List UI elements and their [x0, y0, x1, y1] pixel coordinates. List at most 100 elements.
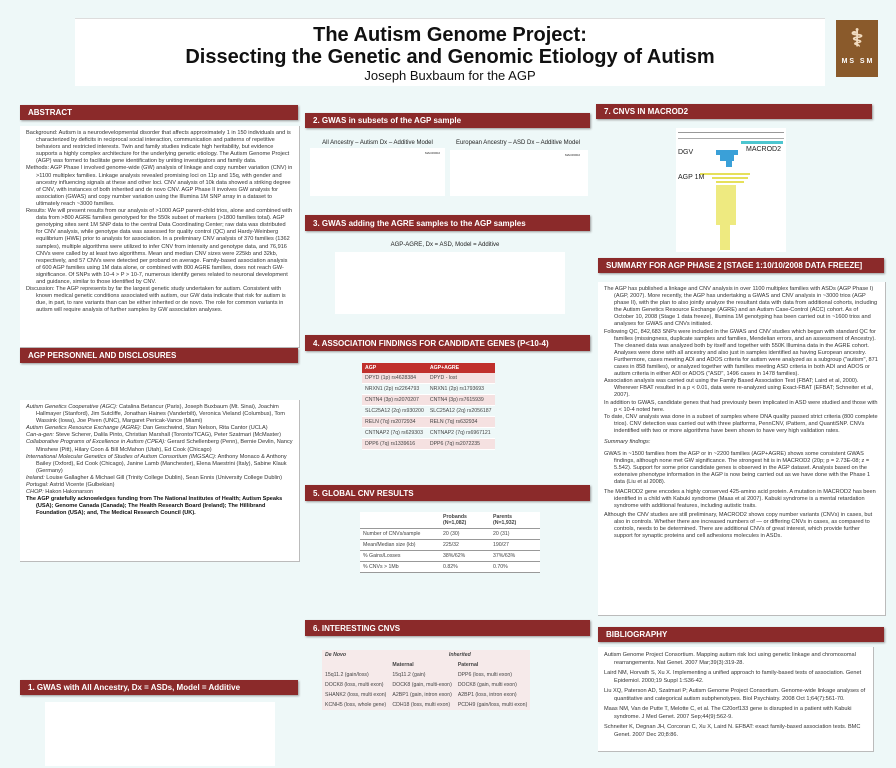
table-cell: DOCK8 (gain, multi-exon) [392, 682, 452, 688]
summary-finding: GWAS in ~1500 families from the AGP or i… [604, 451, 871, 486]
table-cell: SLC25A12 (2q) rs930200 [362, 405, 427, 417]
bibliography-box: Autism Genome Project Consortium. Mappin… [598, 647, 874, 752]
investigator-names: Catalina Betancur (Paris), Joseph Buxbau… [36, 404, 285, 425]
summary-findings-label: Summary findings: [604, 438, 651, 445]
section2-heading: 2. GWAS in subsets of the AGP sample [305, 113, 590, 128]
table-cell: 37%/63% [490, 550, 540, 562]
table-row: NRXN1 (2p) rs2264793 NRXN1 (2p) rs1793693 [362, 383, 495, 395]
personnel-box: Autism Genetics Cooperative (AGC): Catal… [20, 400, 300, 562]
summary-box: The AGP has published a linkage and CNV … [598, 282, 886, 616]
investigator-names: Gerard Schellenberg (Penn), Bernie Devli… [36, 439, 293, 453]
table-row: Mean/Median size (kb) 225/32 190/27 [360, 539, 540, 551]
summary-paragraph: Following QC, 842,683 SNPs were included… [604, 328, 878, 378]
table-cell: CNTN4 (3p) rs7615939 [426, 394, 495, 406]
section7-heading: 7. CNVS IN MACROD2 [596, 104, 872, 119]
table-row: RELN (7q) rs2072934 RELN (7q) rs632934 [362, 416, 495, 428]
summary-heading: SUMMARY FOR AGP PHASE 2 [STAGE 1:10/10/2… [598, 258, 884, 273]
col-probands-n: (N=1,082) [443, 520, 467, 526]
consortium-name: International Molecular Genetics of Stud… [26, 453, 217, 460]
poster-author: Joseph Buxbaum for the AGP [364, 68, 536, 83]
investigator-names: Astrid Vicente (Gulbekian) [49, 482, 115, 489]
consortium-name: Autism Genetics Cooperative (AGC): [26, 404, 118, 410]
funding-acknowledgement: The AGP gratefully acknowledges funding … [26, 496, 283, 517]
personnel-heading: AGP PERSONNEL AND DISCLOSURES [20, 348, 298, 363]
section3-manhattan-plot [335, 252, 565, 314]
candidate-genes-table: AGP AGP+AGRE DPYD (1p) rs4628384 DPYD - los… [362, 363, 495, 450]
personnel-entry: Autism Genetics Cooperative (AGC): Catal… [26, 404, 293, 425]
table-row: SHANK2 (loss, multi exon) A2BP1 (gain, in… [322, 690, 530, 700]
summary-paragraph: The AGP has published a linkage and CNV … [604, 286, 878, 328]
table-cell: 190/27 [490, 539, 540, 551]
personnel-entry: International Molecular Genetics of Stud… [26, 454, 293, 475]
table-cell: CDH18 (loss, multi exon) [392, 702, 451, 708]
table-cell: A2BP1 (loss, intron exon) [457, 692, 517, 698]
table-cell: PCDH9 (gain/loss, multi exon) [457, 702, 528, 708]
table-cell: NRXN1 (2p) rs2264793 [362, 383, 427, 395]
table-row: DPYD (1p) rs4628384 DPYD - lost [362, 373, 495, 384]
consortium-name: CHOP: [26, 489, 44, 496]
table-cell: 0.70% [490, 561, 540, 573]
table-row: Number of CNVs/sample 20 (30) 20 (31) [360, 528, 540, 540]
bibliography-entry: Liu XQ, Paterson AD, Szatmari P; Autism … [604, 688, 866, 702]
dgv-label: DGV [678, 149, 694, 156]
section4-heading: 4. ASSOCIATION FINDINGS FOR CANDIDATE GE… [305, 335, 590, 351]
table-cell: DOCK8 (gain, multi exon) [457, 682, 517, 688]
table-cell: CNTNAP2 (7q) rs629303 [362, 427, 427, 439]
table-cell: RELN (7q) rs632934 [426, 416, 495, 428]
plot2-title: European Ancestry – ASD Dx – Additive Mo… [455, 140, 581, 146]
agp1m-label: AGP 1M [678, 174, 705, 181]
table-row: SLC25A12 (2q) rs930200 SLC25A12 (2q) rs20… [362, 405, 495, 417]
col-parents: Parents [493, 514, 513, 520]
table-cell: SHANK2 (loss, multi exon) [325, 692, 387, 698]
investigator-names: Steve Scherer, Dalila Pinto, Christian M… [55, 432, 281, 439]
abstract-methods: Methods: AGP Phase I involved genome-wid… [26, 165, 293, 207]
col-paternal: Paternal [457, 662, 479, 668]
abstract-background: Background: Autism is a neurodevelopment… [26, 130, 291, 165]
table-cell: CNTNAP2 (7q) rs6967121 [426, 427, 495, 439]
table-row: CNTN4 (3p) rs2070207 CNTN4 (3p) rs7615939 [362, 394, 495, 406]
table-cell: DPP6 (loss, multi exon) [457, 672, 513, 678]
poster-title: The Autism Genome Project: Dissecting the… [185, 24, 715, 68]
table-cell: 38%/62% [440, 550, 490, 562]
table-cell: A2BP1 (gain, intron exon) [392, 692, 452, 698]
table-cell: 15q11.2 (gain/loss) [325, 672, 369, 678]
table-cell: NRXN1 (2p) rs1793693 [426, 383, 495, 395]
plot2-manhattan: MACROD2 [450, 150, 588, 196]
personnel-entry: Ireland: Louise Gallagher & Michael Gill… [26, 475, 293, 482]
table-cell: % Gains/Losses [360, 550, 440, 562]
section3-plot-title: AGP-AGRE, Dx = ASD, Model = Additive [390, 242, 500, 248]
table-cell: 225/32 [440, 539, 490, 551]
investigator-names: Dan Geschwind, Stan Nelson, Rita Cantor … [142, 425, 268, 432]
table-cell: CNTN4 (3p) rs2070207 [362, 394, 427, 406]
section6-heading: 6. INTERESTING CNVS [305, 620, 590, 636]
table-cell: DPP6 (7q) rs2072235 [426, 438, 495, 450]
table-cell: % CNVs > 1Mb [360, 561, 440, 573]
investigator-names: Anthony Monaco & Anthony Bailey (Oxford)… [36, 453, 287, 474]
table-cell: Mean/Median size (kb) [360, 539, 440, 551]
col-de-novo: De Novo [325, 652, 347, 658]
table-row: DOCK8 (loss, multi exon) DOCK8 (gain, mul… [322, 680, 530, 690]
section3-heading: 3. GWAS adding the AGRE samples to the A… [305, 215, 590, 231]
col-agp: AGP [362, 363, 427, 373]
col-parents-n: (N=1,932) [493, 520, 517, 526]
table-row: KCNH5 (loss, whole gene) CDH18 (loss, mul… [322, 700, 530, 710]
col-agp-agre: AGP+AGRE [426, 363, 495, 373]
poster-header: The Autism Genome Project: Dissecting the… [75, 18, 825, 86]
table-cell: 20 (31) [490, 528, 540, 540]
section1-heading: 1. GWAS with All Ancestry, Dx = ASDs, Mo… [20, 680, 298, 695]
abstract-discussion: Discussion: The AGP represents by far th… [26, 286, 286, 314]
table-cell: 20 (30) [440, 528, 490, 540]
table-row: 15q11.2 (gain/loss) 15q11.2 (gain) DPP6 (l… [322, 670, 530, 680]
summary-paragraph: To date, CNV analysis was done in a subs… [604, 413, 878, 434]
investigator-names: Louise Gallagher & Michael Gill (Trinity… [46, 474, 282, 481]
caduceus-icon: ⚕ [850, 25, 864, 52]
bibliography-entry: Laird NM, Horvath S, Xu X. Implementing … [604, 670, 862, 684]
consortium-name: Portugal: [26, 482, 49, 489]
personnel-entry: CHOP: Hakon Hakonarson [26, 489, 293, 496]
table-cell: DPP6 (7q) rs1339616 [362, 438, 427, 450]
plot1-peak-label: MACROD2 [425, 151, 441, 155]
section1-manhattan-plot [45, 702, 275, 766]
consortium-name: Collaborative Programs of Excellence in … [26, 439, 166, 446]
personnel-entry: Collaborative Programs of Excellence in … [26, 439, 293, 453]
col-maternal: Maternal [392, 662, 414, 668]
